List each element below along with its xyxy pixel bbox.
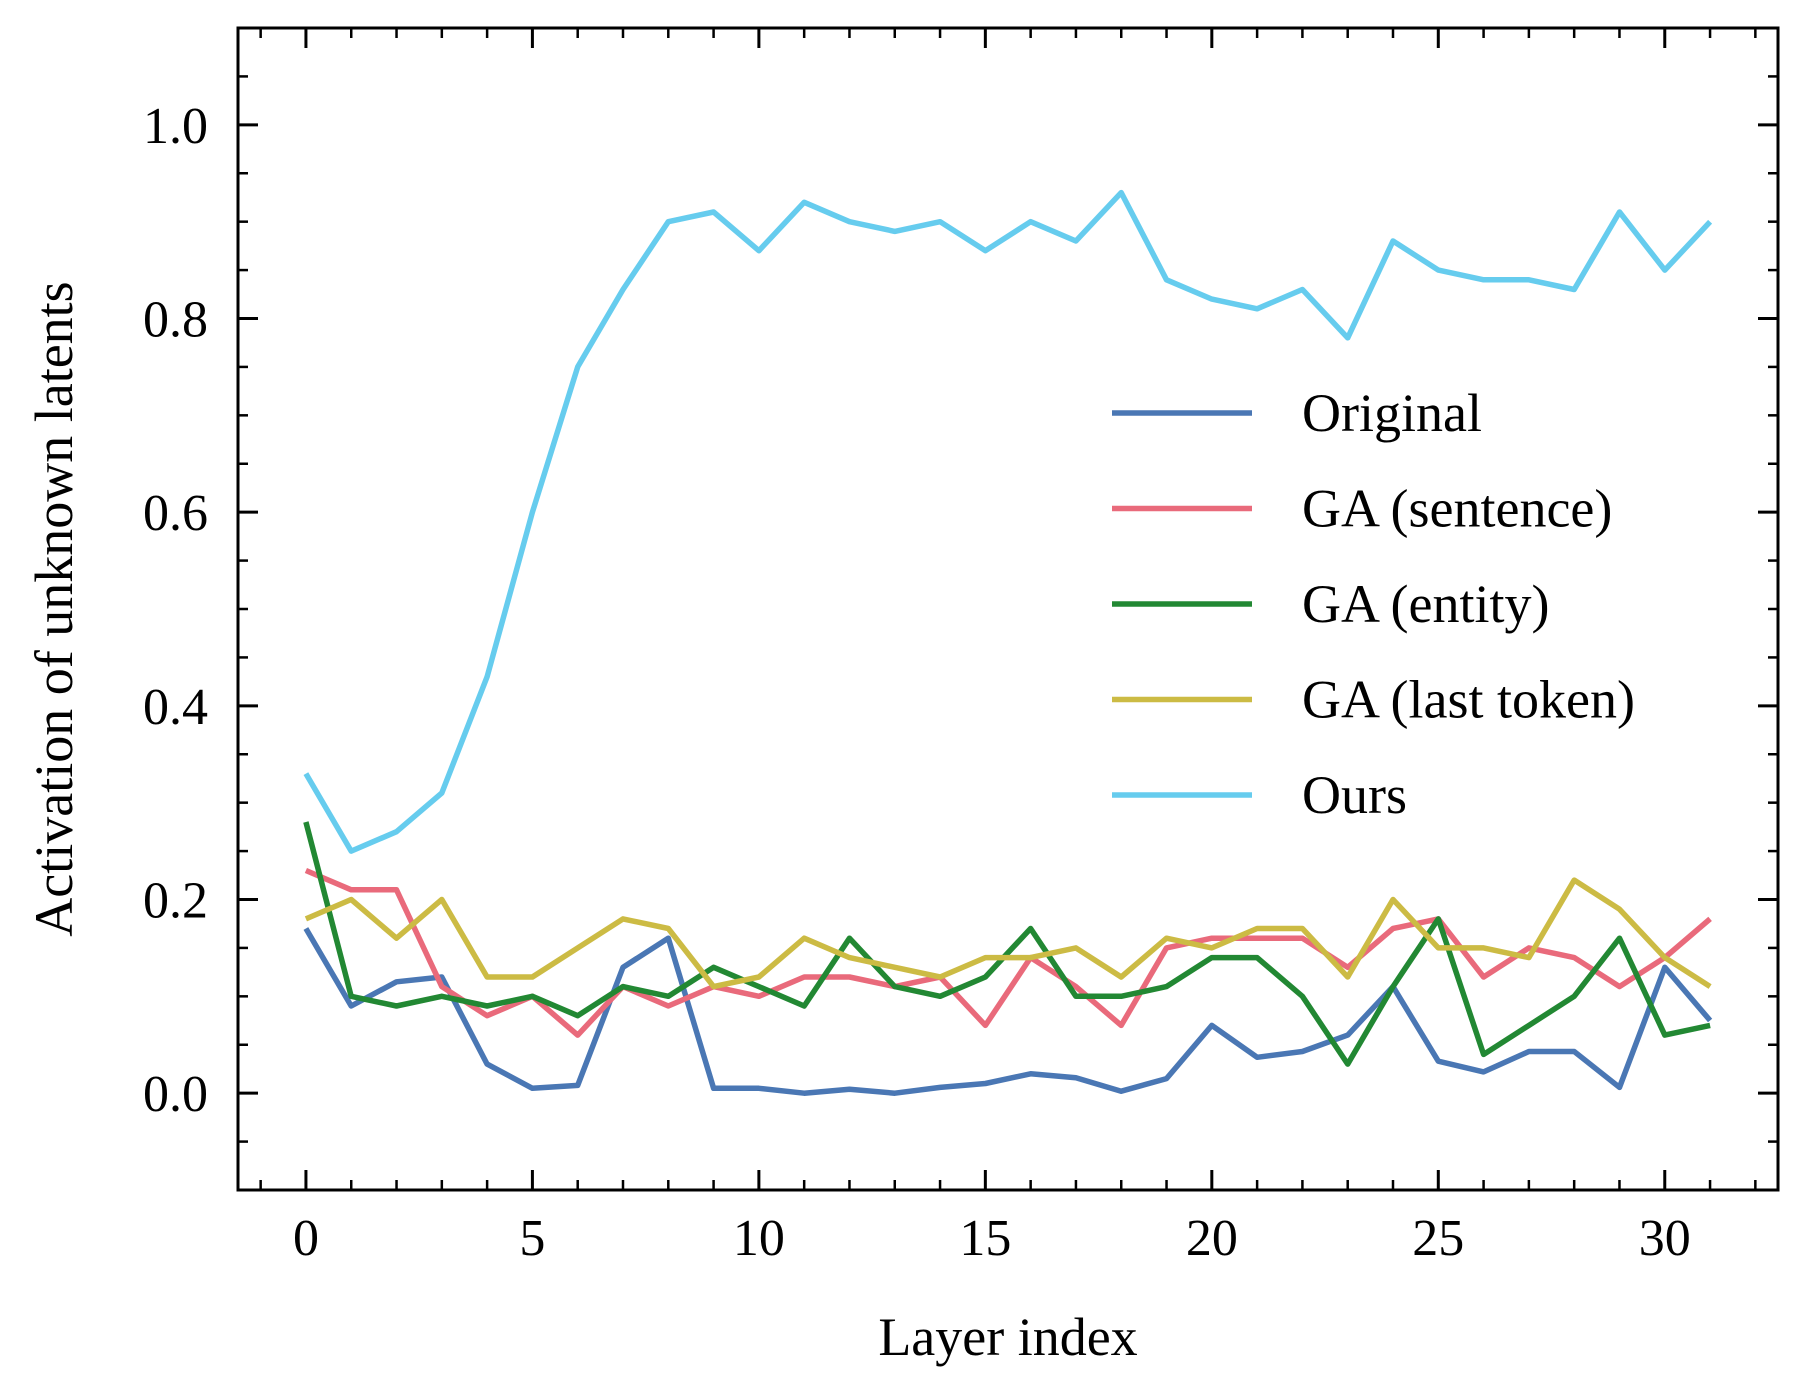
series-line-4 (303, 189, 1713, 854)
series-layer (303, 189, 1713, 1096)
legend-label-0: Original (1302, 383, 1482, 443)
legend: Original GA (sentence) GA (entity) GA (last… (1112, 383, 1635, 825)
x-axis-label: Layer index (878, 1307, 1137, 1367)
x-tick-label: 30 (1639, 1210, 1691, 1267)
series-line-0 (303, 927, 1713, 1096)
tick-label-layer: 0 5 10 15 20 25 30 0.0 0.2 0.4 0.6 0.8 1.0 (143, 98, 1691, 1267)
y-tick-label: 0.2 (143, 873, 208, 930)
legend-label-2: GA (entity) (1302, 574, 1549, 634)
legend-label-1: GA (sentence) (1302, 479, 1612, 539)
y-tick-label: 0.0 (143, 1066, 208, 1123)
series-line-2 (303, 821, 1711, 1067)
x-tick-label: 5 (519, 1210, 545, 1267)
legend-label-3: GA (last token) (1302, 670, 1635, 730)
x-tick-label: 0 (293, 1210, 319, 1267)
legend-label-4: Ours (1302, 765, 1407, 825)
y-tick-label: 0.8 (143, 292, 208, 349)
y-tick-label: 0.4 (143, 679, 208, 736)
y-axis-label: Activation of unknown latents (24, 281, 84, 936)
series-line-3 (304, 877, 1712, 990)
y-tick-label: 1.0 (143, 98, 208, 155)
x-tick-label: 25 (1412, 1210, 1464, 1267)
tick-layer (238, 26, 1778, 1192)
x-tick-label: 20 (1186, 1210, 1238, 1267)
x-tick-label: 10 (733, 1210, 785, 1267)
x-tick-label: 15 (959, 1210, 1011, 1267)
series-line-1 (304, 867, 1712, 1038)
y-tick-label: 0.6 (143, 485, 208, 542)
